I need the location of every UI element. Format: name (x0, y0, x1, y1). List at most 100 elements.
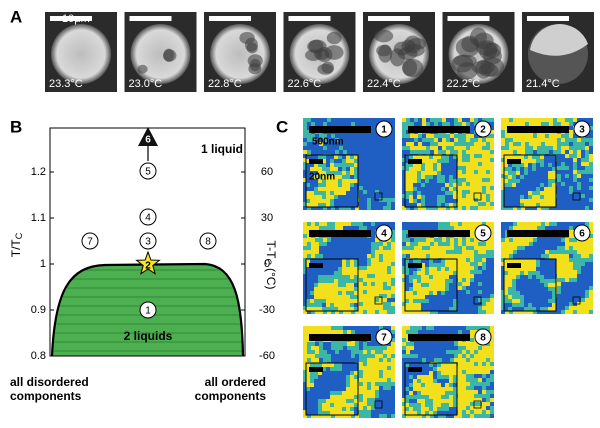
pixel (387, 242, 391, 246)
pixel (303, 370, 307, 374)
pixel (322, 399, 326, 403)
pixel (466, 142, 470, 146)
pixel (589, 202, 593, 206)
pixel (429, 203, 433, 207)
pixel (339, 358, 343, 362)
pixel (577, 290, 581, 294)
pixel (405, 379, 409, 383)
pixel (307, 254, 311, 258)
pixel (512, 171, 516, 175)
pixel (573, 266, 577, 270)
pixel (375, 174, 379, 178)
pixel (429, 275, 433, 279)
pixel (458, 166, 462, 170)
pixel (409, 399, 413, 403)
pixel (482, 310, 486, 314)
pixel (486, 342, 490, 346)
pixel (557, 198, 561, 202)
pixel (581, 174, 585, 178)
pixel (334, 307, 338, 311)
pixel (391, 238, 395, 242)
pixel (359, 198, 363, 202)
pixel (501, 310, 505, 314)
pixel (359, 170, 363, 174)
pixel (310, 295, 314, 299)
pixel (557, 302, 561, 306)
pixel (536, 171, 540, 175)
pixel (363, 186, 367, 190)
pixel (589, 234, 593, 238)
pixel (453, 275, 457, 279)
pixel (552, 299, 556, 303)
pixel (441, 395, 445, 399)
pixel (351, 150, 355, 154)
pixel (577, 262, 581, 266)
pixel (391, 398, 395, 402)
pixel (391, 386, 395, 390)
pixel (437, 363, 441, 367)
pixel (573, 142, 577, 146)
pixel (429, 187, 433, 191)
pixel (303, 186, 307, 190)
pixel (387, 358, 391, 362)
micrograph: 22.2°C (442, 12, 515, 92)
pixel (478, 282, 482, 286)
pixel (474, 274, 478, 278)
pixel (350, 163, 354, 167)
pixel (532, 171, 536, 175)
pixel (441, 295, 445, 299)
pixel (417, 199, 421, 203)
pixel (331, 238, 335, 242)
pixel (383, 170, 387, 174)
inset-frame (305, 154, 359, 208)
pixel (363, 242, 367, 246)
pixel (449, 275, 453, 279)
y2-tick-label: -60 (259, 350, 275, 362)
pixel (520, 187, 524, 191)
pixel (343, 206, 347, 210)
pixel (383, 294, 387, 298)
pixel (319, 146, 323, 150)
pixel (414, 206, 418, 210)
pixel (339, 142, 343, 146)
y-label-main: T/T (9, 239, 23, 258)
pixel (458, 330, 462, 334)
pixel (577, 158, 581, 162)
pixel (351, 414, 355, 418)
pixel (334, 387, 338, 391)
pixel (318, 383, 322, 387)
pixel (486, 398, 490, 402)
pixel (565, 142, 569, 146)
pixel (314, 379, 318, 383)
pixel (520, 171, 524, 175)
pixel (438, 330, 442, 334)
pixel (338, 387, 342, 391)
pixel (359, 158, 363, 162)
pixel (553, 122, 557, 126)
pixel (520, 179, 524, 183)
pixel (525, 150, 529, 154)
pixel (508, 171, 512, 175)
pixel (402, 414, 406, 418)
pixel (490, 186, 494, 190)
pixel (413, 183, 417, 187)
domain (530, 24, 588, 56)
pixel (540, 167, 544, 171)
pixel (402, 190, 406, 194)
pixel (478, 258, 482, 262)
pixel (387, 398, 391, 402)
pixel (589, 186, 593, 190)
pixel (402, 362, 406, 366)
pixel (359, 350, 363, 354)
pixel (433, 191, 437, 195)
pixel (429, 307, 433, 311)
pixel (327, 142, 331, 146)
pixel (359, 182, 363, 186)
pixel (446, 242, 450, 246)
pixel (421, 167, 425, 171)
pixel (573, 138, 577, 142)
pixel (548, 263, 552, 267)
pixel (549, 242, 553, 246)
pixel (528, 175, 532, 179)
pixel (577, 194, 581, 198)
